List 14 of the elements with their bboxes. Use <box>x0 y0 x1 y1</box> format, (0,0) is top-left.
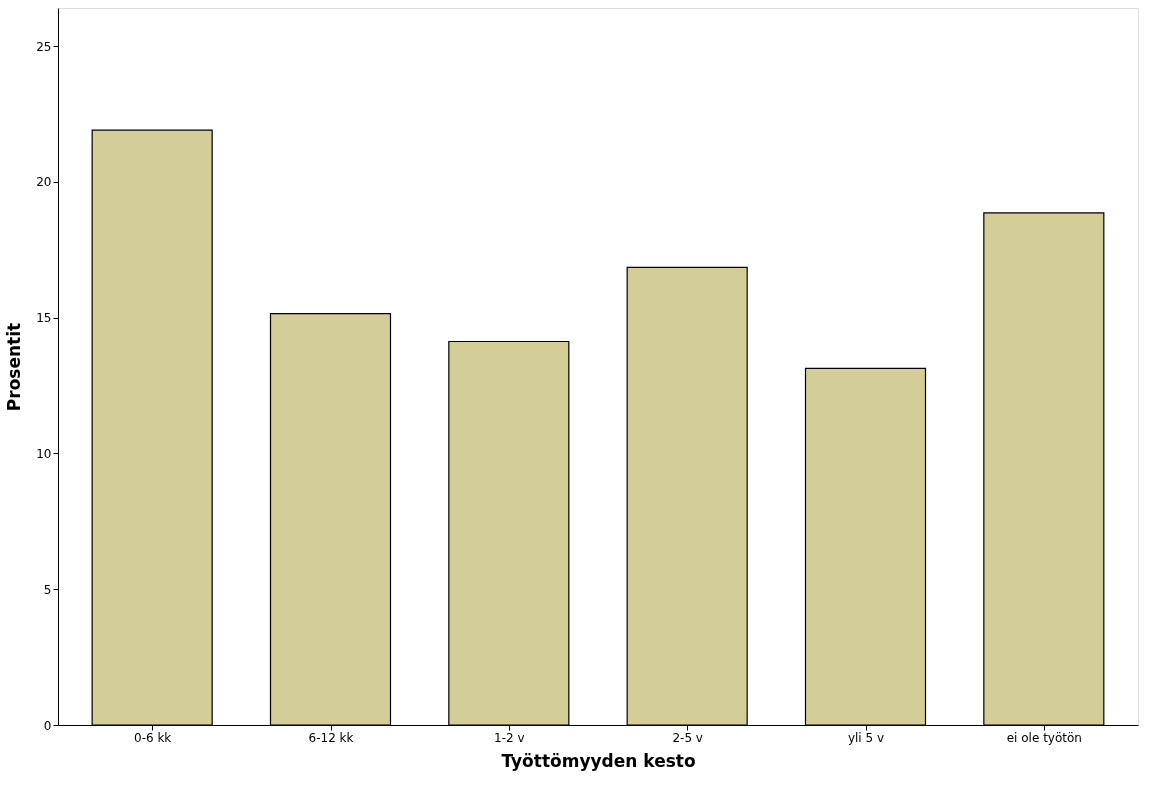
x-tick-label: 2-5 v <box>672 730 703 745</box>
y-tick-label: 20 <box>36 175 52 190</box>
x-tick-label: 6-12 kk <box>308 730 354 745</box>
y-tick-label: 10 <box>36 446 52 461</box>
y-tick-label: 5 <box>43 582 52 597</box>
y-tick-label: 0 <box>43 718 52 733</box>
x-axis-title: Työttömyyden kesto <box>501 750 696 771</box>
y-tick-label: 25 <box>36 39 52 54</box>
x-tick-label: 0-6 kk <box>134 730 172 745</box>
y-tick-label: 15 <box>36 311 52 326</box>
x-tick-label: ei ole työtön <box>1006 730 1082 745</box>
x-tick-label: yli 5 v <box>847 730 885 745</box>
x-tick-label: 1-2 v <box>494 730 525 745</box>
y-axis-title: Prosentit <box>4 322 25 412</box>
